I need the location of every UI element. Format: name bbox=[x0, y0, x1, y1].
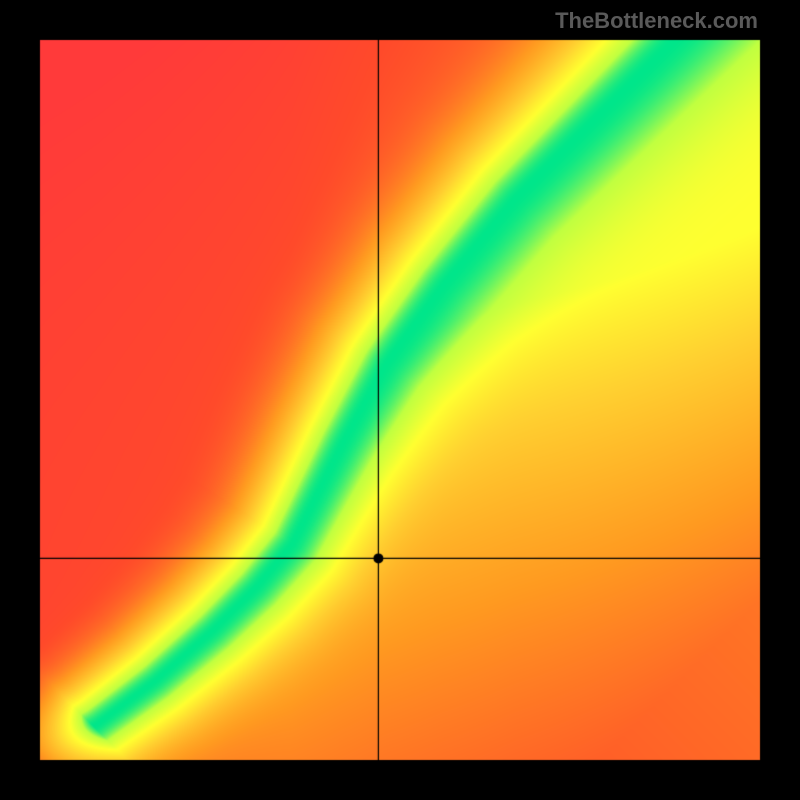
bottleneck-heatmap bbox=[0, 0, 800, 800]
chart-container: { "meta": { "source_label": "TheBottlene… bbox=[0, 0, 800, 800]
watermark-label: TheBottleneck.com bbox=[555, 8, 758, 34]
